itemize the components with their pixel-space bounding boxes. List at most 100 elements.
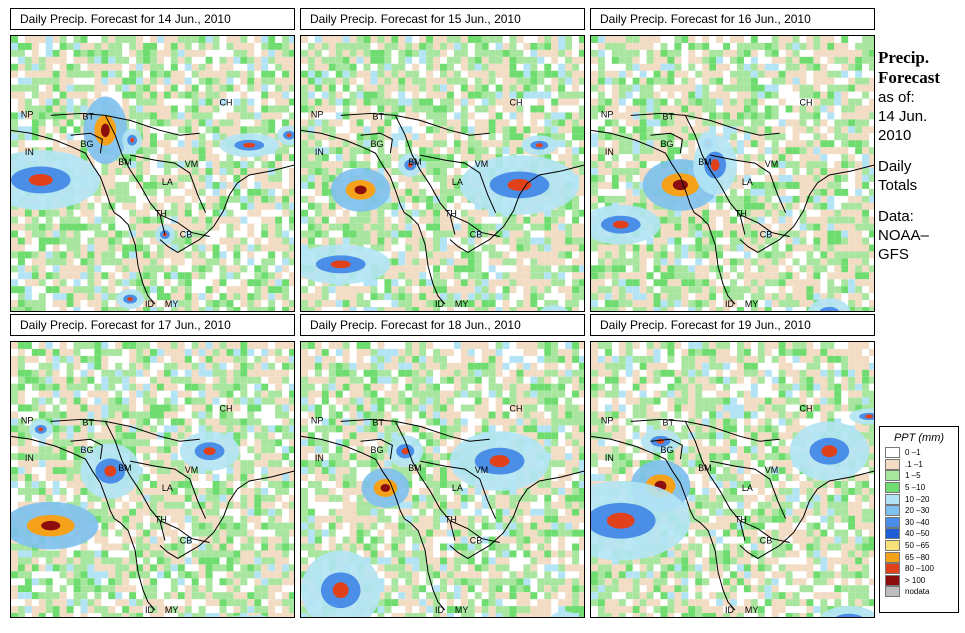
country-label: BM bbox=[698, 157, 711, 167]
precip-map: CH NP BT IN BG BM VM LA TH CB MY ID bbox=[10, 35, 295, 312]
asof-line1: as of: bbox=[878, 89, 915, 106]
country-label: LA bbox=[742, 483, 753, 493]
data-source-line1: Data: bbox=[878, 208, 914, 225]
sidebar-info: Precip. Forecast as of: 14 Jun. 2010 Dai… bbox=[878, 48, 964, 264]
country-label: BT bbox=[82, 111, 94, 121]
forecast-panel-2: Daily Precip. Forecast for 15 Jun., 2010… bbox=[300, 8, 585, 312]
legend-label: 80 –100 bbox=[905, 564, 934, 574]
legend-swatch bbox=[885, 458, 900, 470]
legend-swatch bbox=[885, 540, 900, 552]
country-label: CB bbox=[760, 536, 772, 546]
legend-label: 30 –40 bbox=[905, 517, 930, 527]
legend-label: > 100 bbox=[905, 575, 926, 585]
precip-field: CH NP BT IN BG BM VM LA TH CB MY ID bbox=[301, 36, 584, 311]
country-label: TH bbox=[155, 515, 167, 525]
legend-item: 50 –65 bbox=[885, 540, 958, 552]
legend-label: 0 –1 bbox=[905, 448, 921, 458]
legend-item: 30 –40 bbox=[885, 516, 958, 529]
country-label: IN bbox=[25, 453, 34, 463]
legend-item: .1 –1 bbox=[885, 458, 958, 471]
country-label: CH bbox=[510, 97, 523, 107]
country-label: IN bbox=[605, 147, 614, 157]
country-label: LA bbox=[452, 177, 463, 187]
forecast-panel-1: Daily Precip. Forecast for 14 Jun., 2010… bbox=[10, 8, 295, 312]
legend-swatch bbox=[885, 563, 900, 575]
panel-title: Daily Precip. Forecast for 16 Jun., 2010 bbox=[590, 8, 875, 30]
legend-swatch bbox=[885, 528, 900, 540]
legend-label: 10 –20 bbox=[905, 494, 930, 504]
country-label: CH bbox=[510, 403, 523, 413]
forecast-panel-3: Daily Precip. Forecast for 16 Jun., 2010… bbox=[590, 8, 875, 312]
panel-title: Daily Precip. Forecast for 14 Jun., 2010 bbox=[10, 8, 295, 30]
country-label: NP bbox=[21, 415, 33, 425]
totals-line2: Totals bbox=[878, 177, 918, 194]
legend-label: .1 –1 bbox=[905, 459, 923, 469]
country-label: BT bbox=[662, 111, 674, 121]
country-label: NP bbox=[601, 415, 613, 425]
legend-label: 1 –5 bbox=[905, 471, 921, 481]
country-label: ID bbox=[435, 605, 444, 615]
legend-item: 80 –100 bbox=[885, 563, 958, 575]
country-label: TH bbox=[155, 209, 167, 219]
panel-title: Daily Precip. Forecast for 18 Jun., 2010 bbox=[300, 314, 585, 336]
country-label: TH bbox=[445, 515, 457, 525]
precip-map: CH NP BT IN BG BM VM LA TH CB MY ID bbox=[300, 341, 585, 618]
country-label: IN bbox=[605, 453, 614, 463]
precip-field: CH NP BT IN BG BM VM LA TH CB MY ID bbox=[301, 342, 584, 617]
country-label: BG bbox=[371, 445, 384, 455]
country-label: MY bbox=[745, 299, 758, 309]
country-label: VM bbox=[475, 159, 488, 169]
country-label: ID bbox=[435, 299, 444, 309]
legend-item: 20 –30 bbox=[885, 505, 958, 517]
forecast-panel-6: Daily Precip. Forecast for 19 Jun., 2010… bbox=[590, 314, 875, 618]
country-label: BT bbox=[82, 417, 94, 427]
panel-title: Daily Precip. Forecast for 15 Jun., 2010 bbox=[300, 8, 585, 30]
legend-item: 0 –1 bbox=[885, 447, 958, 459]
legend-item: 40 –50 bbox=[885, 528, 958, 540]
legend-swatch bbox=[885, 505, 900, 517]
country-label: BT bbox=[662, 417, 674, 427]
country-label: CH bbox=[220, 403, 233, 413]
country-label: VM bbox=[185, 465, 198, 475]
legend-swatch bbox=[885, 447, 900, 459]
legend-item: 10 –20 bbox=[885, 493, 958, 505]
country-label: IN bbox=[315, 147, 324, 157]
legend-label: 40 –50 bbox=[905, 529, 930, 539]
precip-field: CH NP BT IN BG BM VM LA TH CB MY ID bbox=[11, 342, 294, 617]
legend-item: 65 –80 bbox=[885, 551, 958, 563]
legend-item: nodata bbox=[885, 586, 958, 598]
legend-label: 65 –80 bbox=[905, 552, 930, 562]
precip-field: CH NP BT IN BG BM VM LA TH CB MY ID bbox=[591, 342, 874, 617]
country-label: IN bbox=[25, 147, 34, 157]
country-label: BG bbox=[661, 139, 674, 149]
country-label: ID bbox=[145, 605, 154, 615]
legend-swatch bbox=[885, 516, 900, 528]
country-label: CB bbox=[470, 230, 482, 240]
country-label: ID bbox=[725, 299, 734, 309]
country-label: CB bbox=[180, 230, 192, 240]
totals-line1: Daily bbox=[878, 158, 912, 175]
panel-title: Daily Precip. Forecast for 17 Jun., 2010 bbox=[10, 314, 295, 336]
country-label: MY bbox=[165, 299, 178, 309]
legend-swatch bbox=[885, 493, 900, 505]
precip-field: CH NP BT IN BG BM VM LA TH CB MY ID bbox=[591, 36, 874, 311]
precip-field: CH NP BT IN BG BM VM LA TH CB MY ID bbox=[11, 36, 294, 311]
country-label: BM bbox=[118, 157, 131, 167]
country-label: LA bbox=[742, 177, 753, 187]
country-label: VM bbox=[475, 465, 488, 475]
country-label: CB bbox=[180, 536, 192, 546]
country-label: VM bbox=[765, 465, 778, 475]
legend-item: 5 –10 bbox=[885, 482, 958, 494]
country-label: MY bbox=[745, 605, 758, 615]
sidebar-title-line1: Precip. bbox=[878, 48, 930, 67]
country-label: BM bbox=[698, 463, 711, 473]
precip-map: CH NP BT IN BG BM VM LA TH CB MY ID bbox=[10, 341, 295, 618]
country-label: BM bbox=[408, 463, 421, 473]
legend-swatch bbox=[885, 551, 900, 563]
country-label: BM bbox=[118, 463, 131, 473]
legend-swatch bbox=[885, 574, 900, 586]
country-label: TH bbox=[735, 515, 747, 525]
country-label: BT bbox=[372, 417, 384, 427]
country-label: CH bbox=[800, 403, 813, 413]
country-label: ID bbox=[725, 605, 734, 615]
